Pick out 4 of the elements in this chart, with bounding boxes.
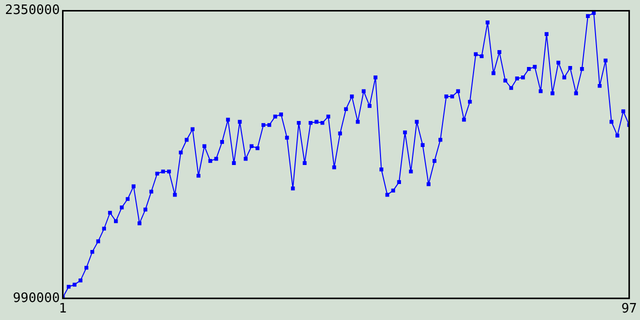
y-tick-label: 990000	[12, 290, 60, 306]
x-tick-label: 1	[58, 302, 67, 317]
y-tick-label: 2350000	[4, 3, 60, 18]
x-tick-label: 97	[621, 302, 637, 317]
